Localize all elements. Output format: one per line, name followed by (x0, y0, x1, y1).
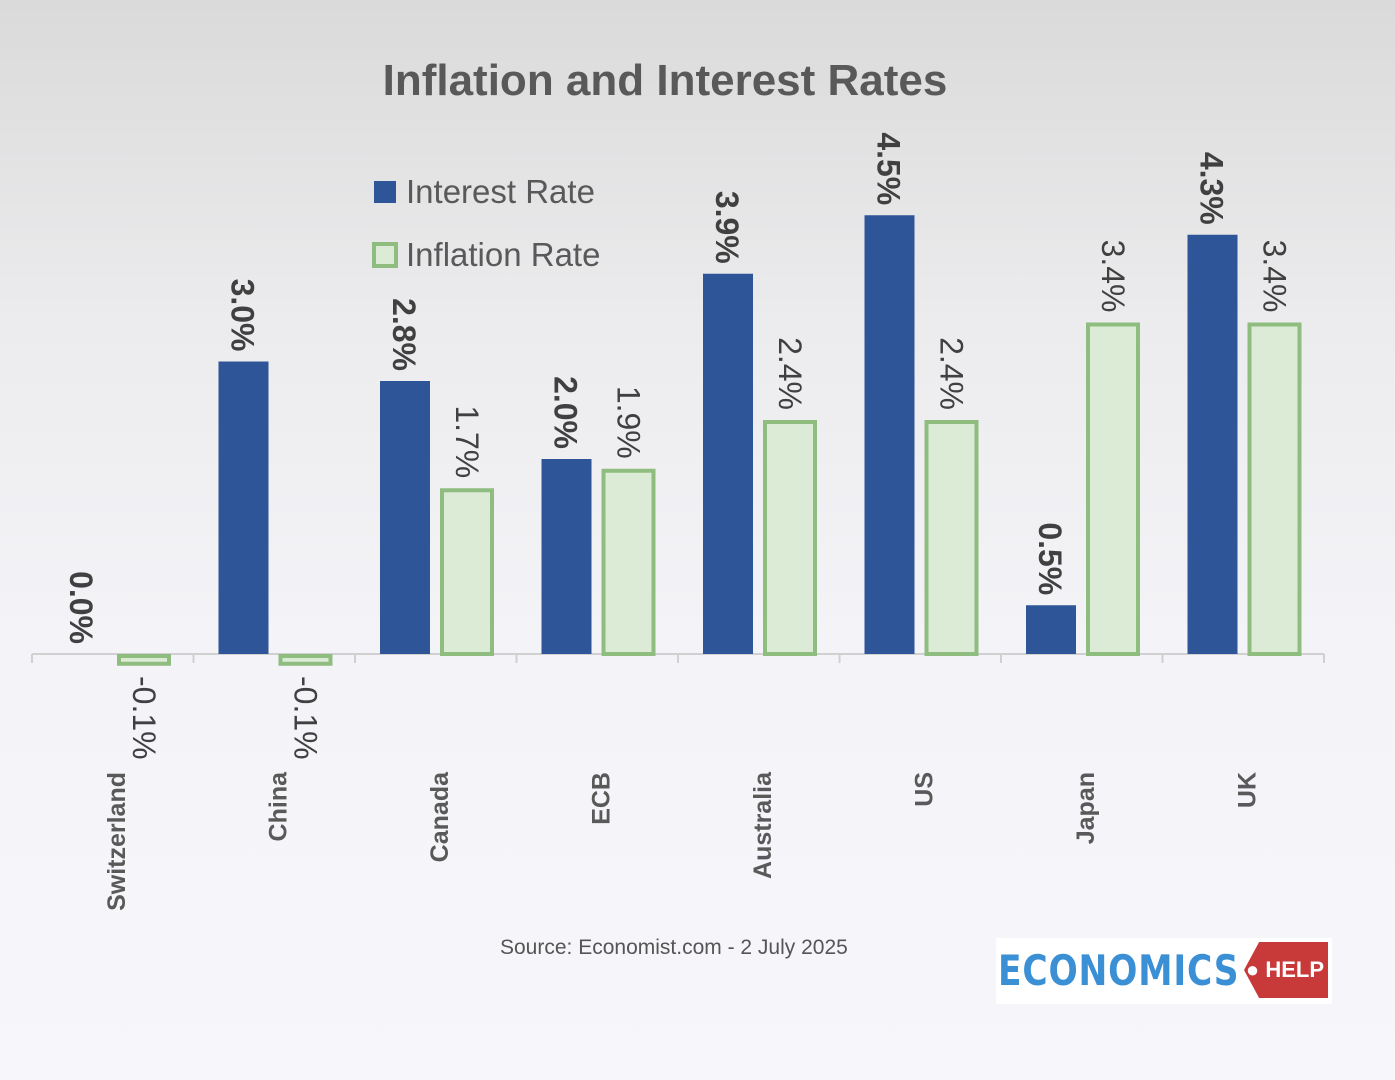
interest-label: 2.0% (548, 376, 584, 449)
interest-label: 4.5% (871, 132, 907, 205)
source-note: Source: Economist.com - 2 July 2025 (500, 936, 848, 959)
legend-label-inflation: Inflation Rate (406, 236, 600, 273)
category-label: Canada (426, 771, 454, 862)
inflation-label: 3.4% (1095, 240, 1131, 313)
inflation-label: 3.4% (1257, 240, 1293, 313)
inflation-bar (278, 654, 333, 666)
category-label: Japan (1072, 772, 1100, 844)
logo-text: ECONOMICS (998, 946, 1240, 995)
inflation-bar (601, 468, 656, 656)
interest-bar (1026, 605, 1076, 654)
interest-bar (864, 215, 915, 654)
logo-tag: ● HELP (1244, 942, 1328, 998)
inflation-label: 1.9% (611, 386, 647, 459)
inflation-bar (440, 488, 494, 656)
inflation-bar (1086, 322, 1140, 656)
interest-bar (380, 381, 430, 654)
inflation-bar (763, 420, 817, 656)
inflation-bar (117, 654, 171, 666)
inflation-label: 2.4% (934, 337, 970, 410)
legend-swatch-interest (374, 181, 396, 203)
chart-title: Inflation and Interest Rates (382, 56, 948, 105)
economics-help-logo: ECONOMICS ● HELP (996, 938, 1332, 1004)
inflation-bar (924, 420, 979, 656)
interest-bar (1187, 234, 1238, 654)
interest-bar (218, 361, 269, 654)
interest-label: 0.0% (63, 571, 99, 644)
inflation-bar (1247, 322, 1302, 656)
interest-label: 2.8% (386, 298, 422, 371)
category-label: ECB (587, 772, 615, 825)
interest-label: 0.5% (1032, 522, 1068, 595)
inflation-label: 1.7% (449, 405, 485, 478)
inflation-label: -0.1% (288, 676, 324, 760)
category-label: UK (1233, 772, 1261, 808)
category-label: Switzerland (103, 772, 131, 911)
inflation-label: 2.4% (772, 337, 808, 410)
interest-label: 3.0% (225, 279, 261, 352)
category-label: China (264, 771, 292, 842)
interest-label: 3.9% (709, 191, 745, 264)
category-label: Australia (749, 771, 777, 879)
inflation-label: -0.1% (126, 676, 162, 760)
interest-bar (703, 273, 753, 654)
legend-label-interest: Interest Rate (406, 173, 595, 210)
category-label: US (910, 772, 938, 807)
interest-bar (541, 459, 592, 654)
legend-swatch-inflation (372, 242, 398, 268)
interest-label: 4.3% (1194, 152, 1230, 225)
